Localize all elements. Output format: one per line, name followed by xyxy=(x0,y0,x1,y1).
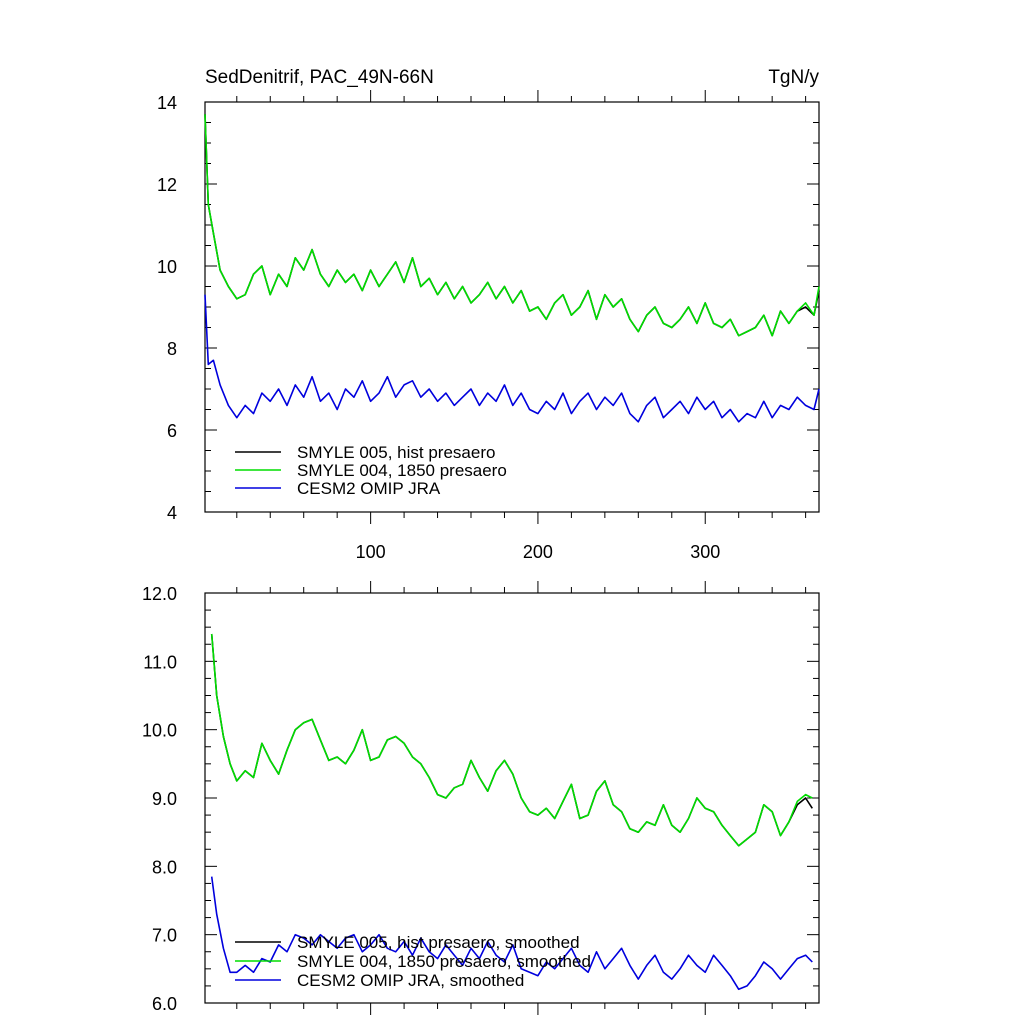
y-tick-label: 11.0 xyxy=(143,652,177,672)
y-tick-label: 8.0 xyxy=(152,857,177,877)
top-panel: 4 6 8 10 12 14 100 200 300 SedDenitrif, PAC_49N-6… xyxy=(157,67,820,562)
y-tick-label: 6 xyxy=(167,421,177,441)
legend-label-1: SMYLE 005, hist presaero, smoothed xyxy=(297,933,580,952)
series-line-3 xyxy=(204,294,820,423)
y-tick-label: 6.0 xyxy=(152,994,177,1014)
bottom-panel: 6.0 7.0 8.0 9.0 10.0 11.0 12.0 SMYLE 005, hist … xyxy=(142,581,820,1015)
y-tick-label: 12 xyxy=(157,175,177,195)
series-line-2 xyxy=(204,114,820,337)
chart-title: SedDenitrif, PAC_49N-66N xyxy=(205,67,434,88)
y-tick-label: 7.0 xyxy=(152,926,177,946)
y-tick-label: 12.0 xyxy=(142,584,177,604)
legend-label-3: CESM2 OMIP JRA xyxy=(297,479,441,498)
x-tick-label: 200 xyxy=(523,542,553,562)
y-tick-label: 14 xyxy=(157,93,177,113)
series-line-2 xyxy=(210,633,813,847)
legend-label-2: SMYLE 004, 1850 presaero, smoothed xyxy=(297,952,591,971)
x-tick-label: 300 xyxy=(690,542,720,562)
legend-label-1: SMYLE 005, hist presaero xyxy=(297,443,495,462)
series-line-3 xyxy=(210,876,813,991)
y-tick-label: 9.0 xyxy=(152,789,177,809)
legend-label-2: SMYLE 004, 1850 presaero xyxy=(297,461,507,480)
series-line-1 xyxy=(210,633,813,847)
x-tick-label: 100 xyxy=(356,542,386,562)
y-tick-label: 8 xyxy=(167,339,177,359)
y-tick-label: 10 xyxy=(157,257,177,277)
y-tick-label: 4 xyxy=(167,503,177,523)
y-tick-label: 10.0 xyxy=(142,721,177,741)
legend-label-3: CESM2 OMIP JRA, smoothed xyxy=(297,971,524,990)
units-label: TgN/y xyxy=(768,67,819,88)
